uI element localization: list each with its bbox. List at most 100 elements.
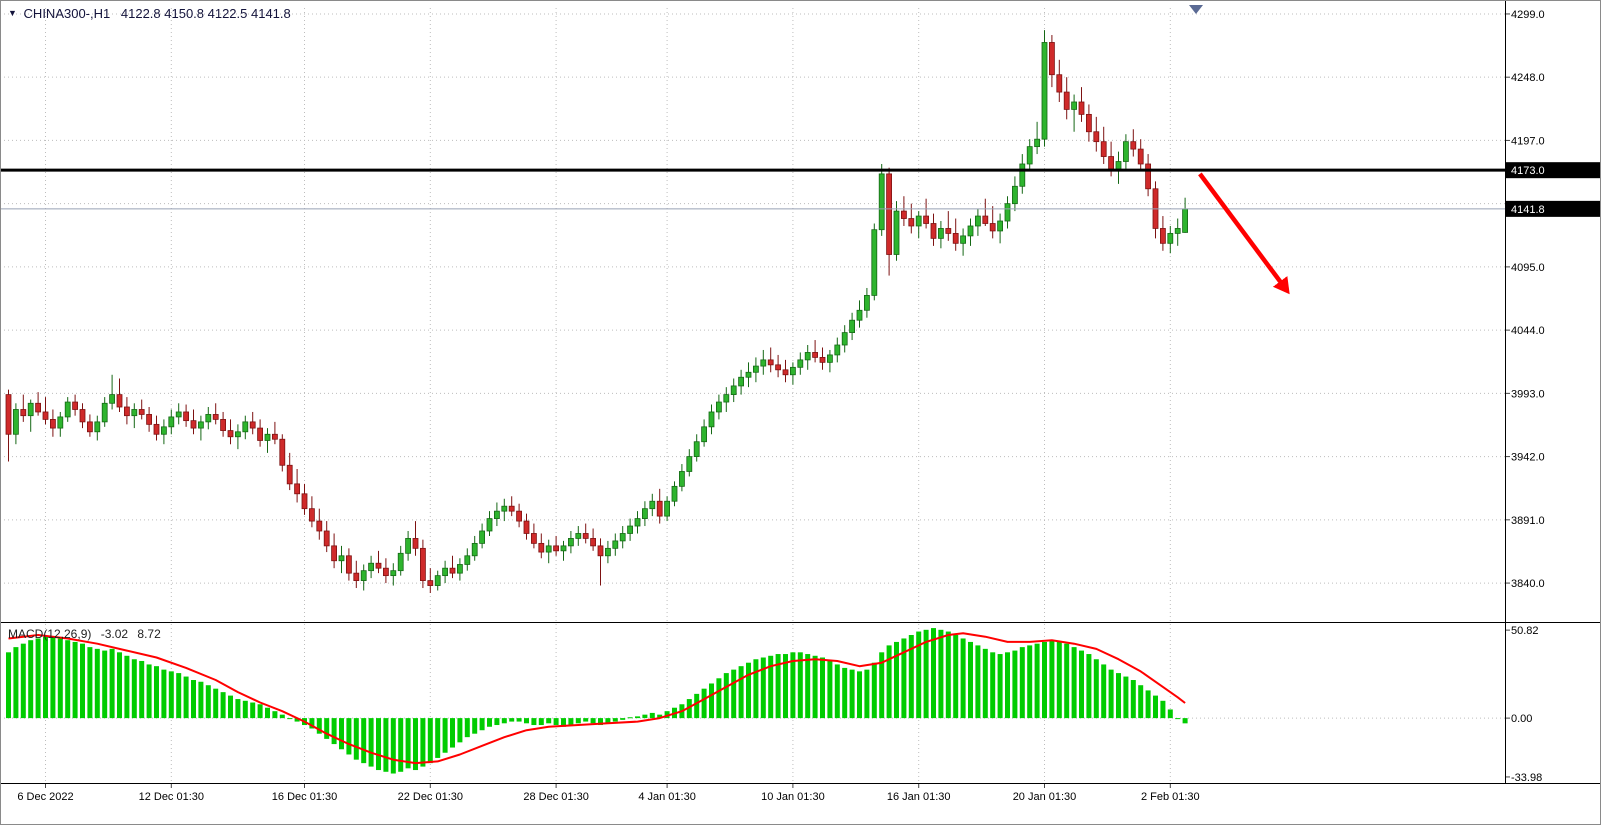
candle <box>323 521 330 553</box>
price-tick-label: 3891.0 <box>1511 515 1545 527</box>
time-axis[interactable] <box>0 784 1601 825</box>
macd-histogram-bar <box>701 688 707 719</box>
macd-histogram-bar <box>450 718 455 748</box>
candle <box>1093 116 1100 152</box>
macd-histogram-bar <box>1019 647 1025 719</box>
candle <box>138 399 145 420</box>
macd-histogram-bar <box>279 714 285 719</box>
candle <box>782 359 789 383</box>
candle <box>523 513 530 540</box>
hline-price-badge: 4173.0 <box>1506 162 1600 179</box>
macd-histogram-bar <box>383 718 389 772</box>
macd-histogram-bar <box>768 655 774 719</box>
macd-histogram-bar <box>346 718 352 755</box>
macd-histogram-bar <box>191 680 196 719</box>
time-axis-label: 10 Jan 01:30 <box>761 791 825 803</box>
macd-histogram-bar <box>575 718 581 724</box>
macd-histogram-bar <box>28 640 34 719</box>
macd-histogram-bar <box>553 718 559 726</box>
price-tick-label: 4299.0 <box>1511 9 1545 21</box>
chart-shift-marker[interactable] <box>1189 5 1203 14</box>
candle <box>79 403 86 429</box>
macd-histogram-bar <box>938 629 944 719</box>
macd-histogram-bar <box>960 638 966 719</box>
macd-histogram-bar <box>117 652 122 719</box>
candle <box>234 424 241 450</box>
candle <box>190 409 197 435</box>
candle <box>249 411 256 435</box>
macd-name: MACD(12,26,9) <box>8 627 92 641</box>
macd-histogram-bar <box>590 718 596 724</box>
candle <box>686 449 693 477</box>
price-tick-label: 4197.0 <box>1511 135 1545 147</box>
candle <box>627 518 633 541</box>
macd-histogram-bar <box>1086 654 1092 719</box>
candle <box>286 452 293 491</box>
candle <box>279 434 286 472</box>
macd-histogram-bar <box>205 685 211 719</box>
macd-histogram-bar <box>760 657 766 719</box>
macd-histogram-bar <box>146 664 152 719</box>
macd-histogram-bar <box>405 718 411 769</box>
macd-histogram-bar <box>213 688 219 719</box>
candle <box>701 419 707 447</box>
candle <box>960 228 966 256</box>
price-scale[interactable] <box>1506 0 1601 783</box>
candle <box>405 530 412 561</box>
macd-histogram-bar <box>324 718 330 739</box>
macd-histogram-bar <box>605 718 611 724</box>
candle <box>153 415 160 441</box>
macd-histogram-bar <box>464 718 470 738</box>
candle <box>671 481 678 507</box>
candle <box>434 570 441 591</box>
time-axis-label: 20 Jan 01:30 <box>1013 791 1077 803</box>
candle <box>590 528 596 551</box>
candle <box>568 530 574 554</box>
macd-histogram-bar <box>635 716 640 719</box>
candle <box>160 419 167 445</box>
macd-histogram-bar <box>420 718 426 767</box>
macd-histogram-bar <box>435 718 441 758</box>
price-tick-label: 4044.0 <box>1511 325 1545 337</box>
macd-histogram-bar <box>723 673 729 719</box>
macd-histogram-bar <box>871 662 877 719</box>
macd-histogram-bar <box>501 718 507 724</box>
candle <box>486 511 493 536</box>
candle <box>967 218 974 246</box>
macd-histogram-bar <box>968 641 973 719</box>
candle <box>908 203 915 234</box>
candle <box>619 526 626 549</box>
macd-histogram-bar <box>176 673 182 719</box>
macd-histogram-bar <box>20 643 26 719</box>
candle <box>1123 134 1129 169</box>
candle <box>382 558 389 584</box>
candle <box>368 555 375 579</box>
candle <box>257 419 264 447</box>
macd-histogram-bar <box>894 641 899 719</box>
macd-histogram-bar <box>731 669 737 719</box>
trend-arrow-object[interactable] <box>1198 172 1290 295</box>
macd-histogram-bar <box>686 699 692 719</box>
candle <box>812 340 818 363</box>
macd-histogram-bar <box>43 636 48 719</box>
candle <box>745 362 752 388</box>
candle <box>412 521 419 556</box>
candle <box>419 539 426 589</box>
candle <box>35 392 41 416</box>
macd-histogram-bar <box>109 648 115 719</box>
macd-histogram-bar <box>997 654 1003 719</box>
macd-histogram-bar <box>649 712 655 719</box>
candle <box>597 538 604 586</box>
macd-histogram-bar <box>827 660 833 719</box>
candle <box>664 496 670 522</box>
macd-histogram-bar <box>94 648 100 719</box>
macd-histogram-bar <box>331 718 337 745</box>
macd-histogram-bar <box>161 669 167 719</box>
symbol-dropdown-icon[interactable]: ▼ <box>8 8 17 18</box>
ohlc-values: 4122.8 4150.8 4122.5 4141.8 <box>120 6 291 21</box>
macd-histogram-bar <box>242 700 248 719</box>
macd-histogram-bar <box>87 647 93 719</box>
candle <box>27 399 34 432</box>
candle <box>856 300 863 328</box>
